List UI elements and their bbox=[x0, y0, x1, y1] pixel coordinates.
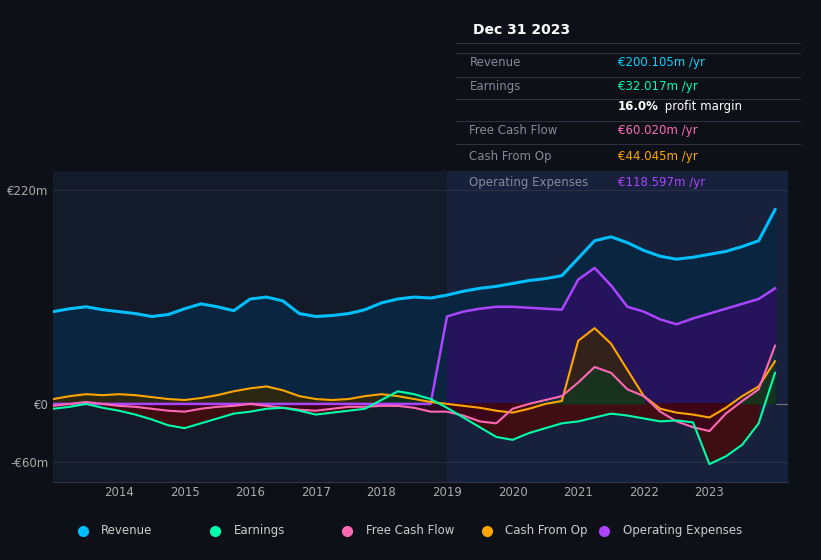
Text: €60.020m /yr: €60.020m /yr bbox=[617, 124, 697, 137]
Text: Revenue: Revenue bbox=[101, 524, 153, 537]
Text: Operating Expenses: Operating Expenses bbox=[470, 176, 589, 189]
Text: profit margin: profit margin bbox=[661, 100, 742, 113]
Text: Earnings: Earnings bbox=[470, 80, 521, 94]
Text: €118.597m /yr: €118.597m /yr bbox=[617, 176, 705, 189]
Text: €200.105m /yr: €200.105m /yr bbox=[617, 57, 704, 69]
Text: €32.017m /yr: €32.017m /yr bbox=[617, 80, 698, 94]
Text: 16.0%: 16.0% bbox=[617, 100, 658, 113]
Text: Dec 31 2023: Dec 31 2023 bbox=[473, 23, 570, 37]
Text: Operating Expenses: Operating Expenses bbox=[623, 524, 742, 537]
Text: Cash From Op: Cash From Op bbox=[505, 524, 588, 537]
Text: Free Cash Flow: Free Cash Flow bbox=[470, 124, 557, 137]
Bar bbox=[447, 171, 788, 482]
Text: Cash From Op: Cash From Op bbox=[470, 150, 552, 163]
Text: Earnings: Earnings bbox=[233, 524, 285, 537]
Text: €44.045m /yr: €44.045m /yr bbox=[617, 150, 698, 163]
Text: Revenue: Revenue bbox=[470, 57, 521, 69]
Text: Free Cash Flow: Free Cash Flow bbox=[365, 524, 454, 537]
